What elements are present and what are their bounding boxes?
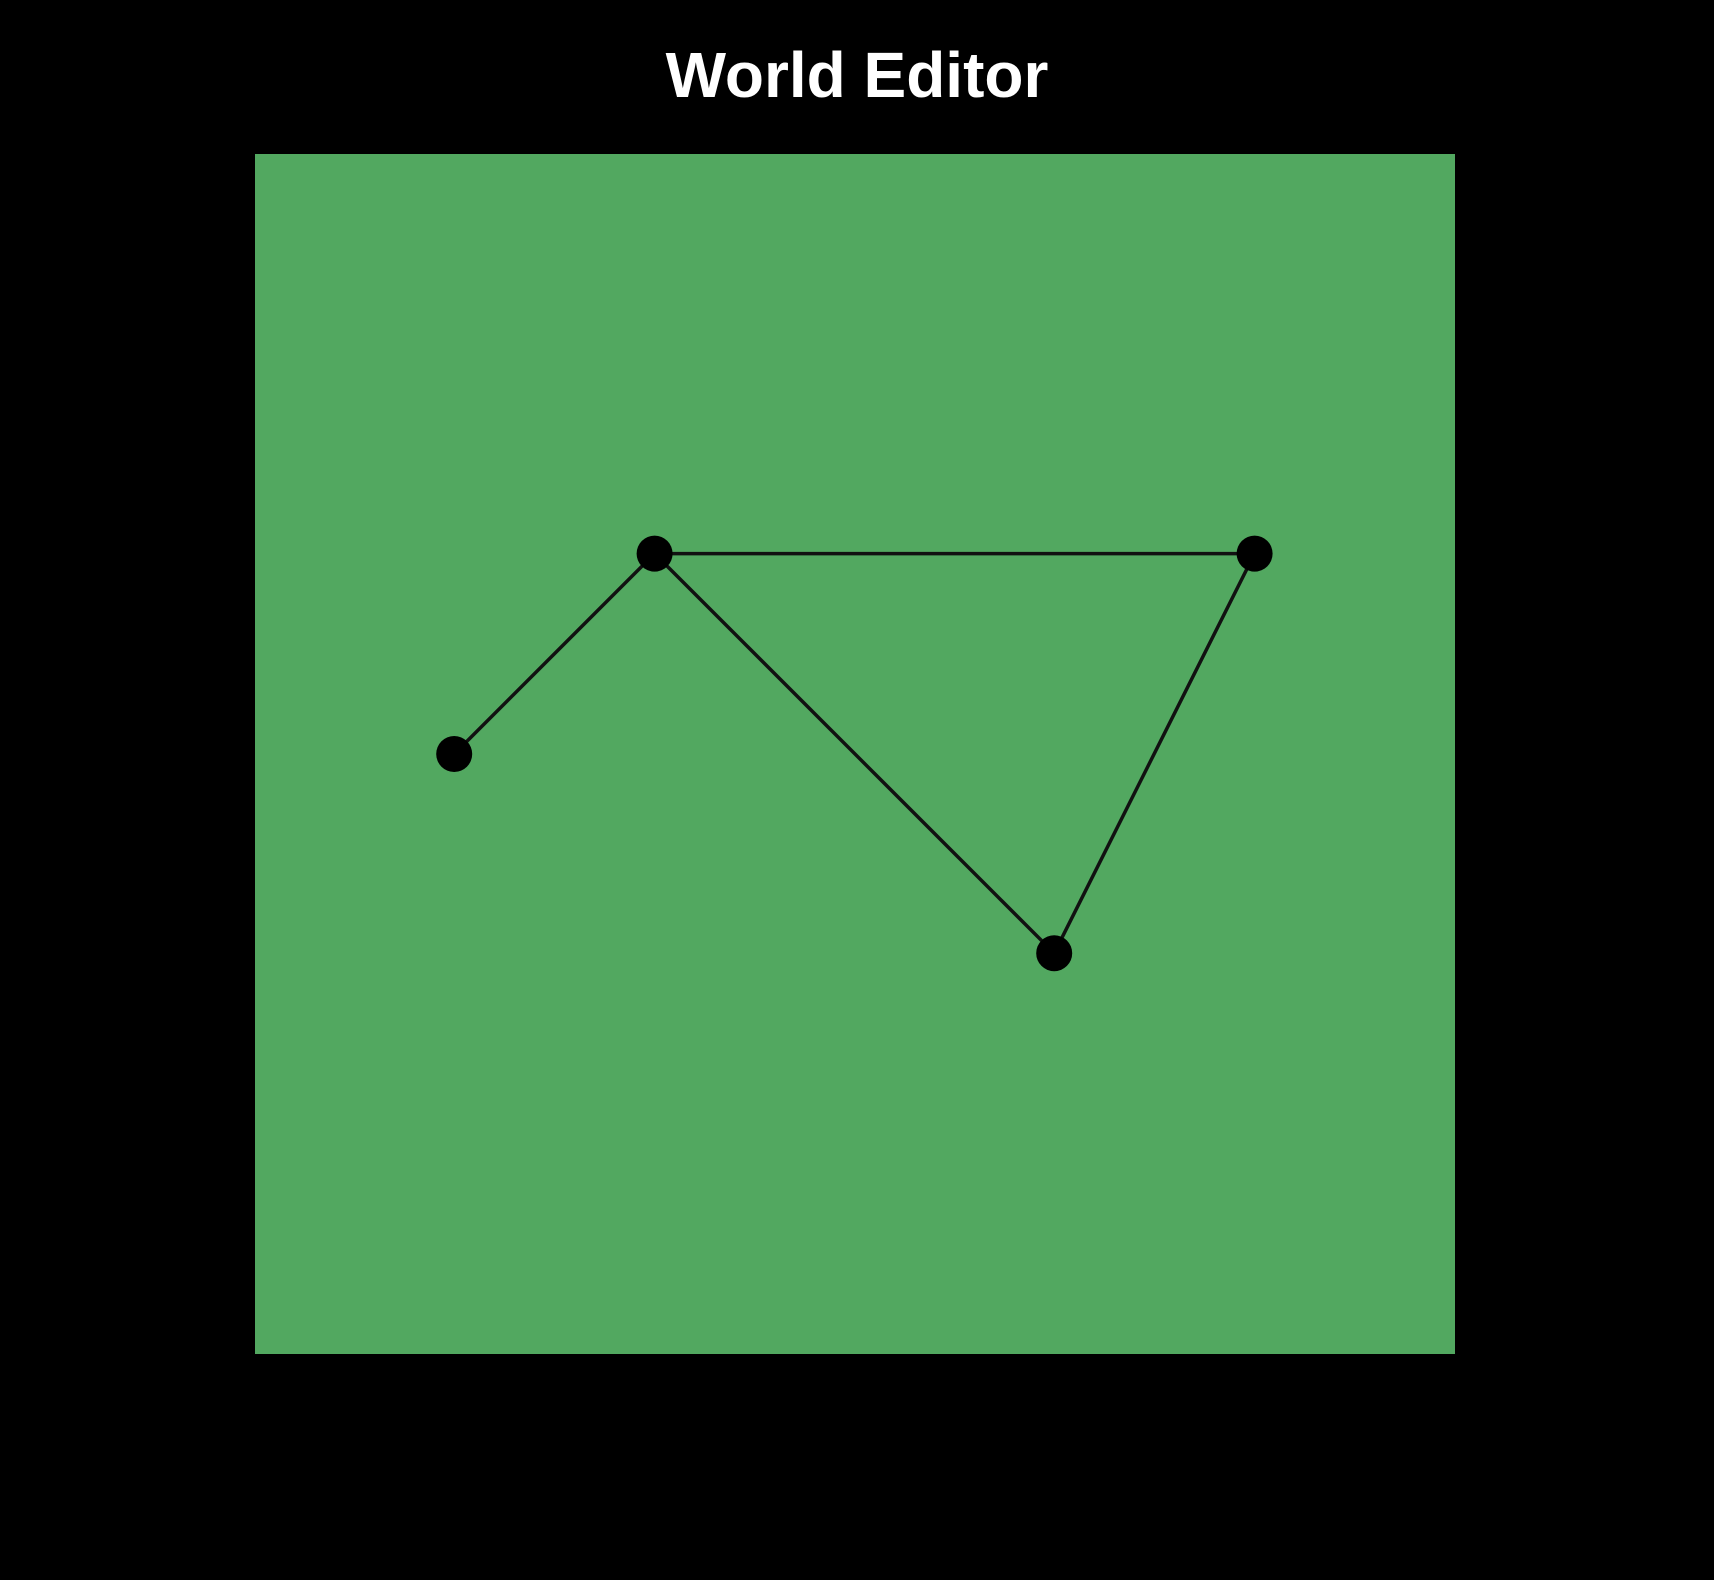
graph-node-n3[interactable] [1036, 935, 1073, 972]
graph-node-n0[interactable] [436, 736, 473, 772]
graph-edge-n3-n2[interactable] [1052, 551, 1257, 955]
graph-node-n2[interactable] [1236, 535, 1273, 572]
graph-edge-n0-n1[interactable] [452, 551, 657, 756]
app-title: World Editor [665, 39, 1049, 111]
world-canvas[interactable] [255, 154, 1455, 1354]
graph-edge-n1-n3[interactable] [652, 551, 1056, 955]
graph-node-n1[interactable] [636, 535, 673, 572]
edges-layer [452, 551, 1257, 955]
nodes-layer [436, 535, 1273, 972]
